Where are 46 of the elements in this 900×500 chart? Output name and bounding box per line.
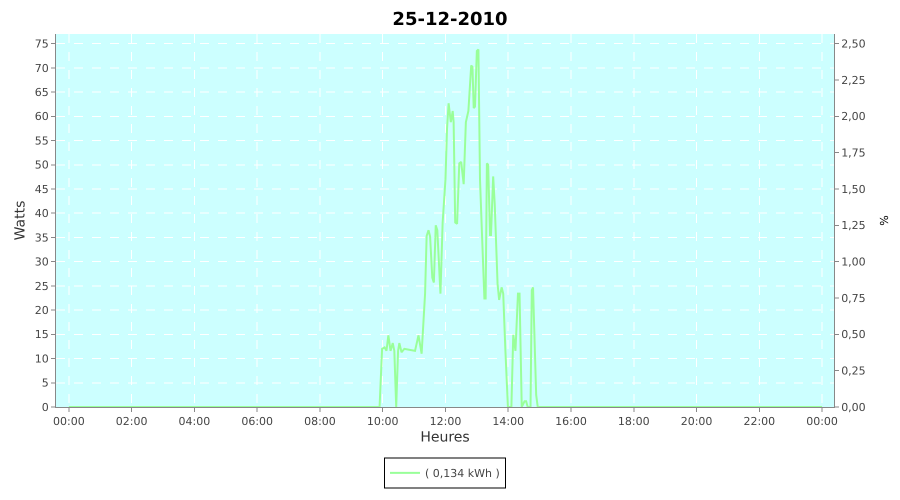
- y2-tick-label: 0,50: [841, 328, 866, 342]
- y-tick-label: 70: [34, 62, 49, 75]
- y-tick-label: 50: [34, 158, 49, 172]
- x-tick-label: 12:00: [430, 415, 462, 428]
- x-tick-label: 18:00: [618, 415, 650, 428]
- y-tick-label: 65: [34, 86, 49, 99]
- y-tick-label: 10: [34, 352, 49, 366]
- x-tick-label: 22:00: [743, 415, 776, 428]
- x-tick-label: 00:00: [53, 415, 85, 428]
- y2-axis-title: %: [878, 215, 891, 226]
- y-tick-label: 0: [42, 400, 49, 414]
- y2-tick-label: 2,00: [841, 110, 866, 124]
- y2-tick-label: 1,50: [841, 182, 866, 196]
- x-tick-label: 14:00: [492, 415, 524, 428]
- y2-tick-label: 0,00: [841, 400, 866, 414]
- y-tick-label: 55: [34, 134, 49, 148]
- y2-tick-label: 0,75: [841, 292, 866, 305]
- x-tick-label: 20:00: [680, 415, 712, 428]
- x-tick-label: 08:00: [304, 415, 336, 428]
- x-tick-label: 00:00: [806, 415, 838, 428]
- x-axis-title: Heures: [420, 430, 470, 446]
- chart-title: 25-12-2010: [392, 9, 508, 30]
- y2-tick-label: 1,25: [841, 219, 866, 232]
- legend-label: ( 0,134 kWh ): [425, 467, 500, 480]
- y-tick-label: 15: [34, 328, 49, 342]
- x-tick-label: 16:00: [555, 415, 587, 428]
- y2-tick-label: 2,25: [841, 74, 866, 87]
- x-tick-label: 04:00: [178, 415, 210, 428]
- x-tick-label: 10:00: [366, 415, 399, 428]
- x-tick-label: 06:00: [241, 415, 274, 428]
- y2-tick-label: 1,75: [841, 146, 866, 160]
- y-tick-label: 60: [34, 110, 49, 124]
- y2-tick-label: 1,00: [841, 256, 866, 269]
- line-series: [68, 48, 824, 407]
- y-axis-title: Watts: [12, 200, 28, 240]
- y2-tick-label: 0,25: [841, 364, 866, 378]
- y-tick-label: 75: [34, 38, 49, 51]
- y2-tick-label: 2,50: [841, 38, 866, 51]
- y-tick-label: 35: [34, 231, 49, 244]
- y-tick-label: 20: [34, 304, 49, 317]
- y-tick-label: 40: [34, 207, 49, 220]
- y-tick-label: 5: [42, 376, 49, 390]
- y-tick-label: 30: [34, 256, 49, 269]
- y-tick-label: 45: [34, 182, 49, 196]
- y-tick-label: 25: [34, 280, 49, 293]
- x-tick-label: 02:00: [116, 415, 148, 428]
